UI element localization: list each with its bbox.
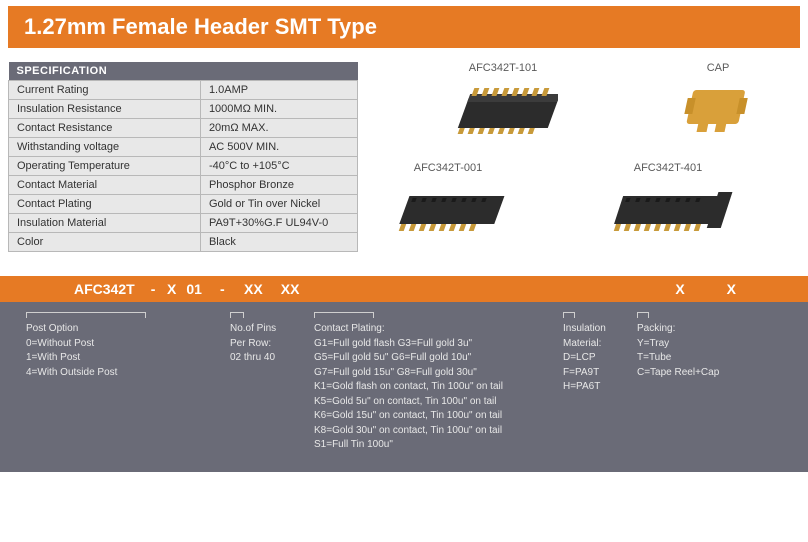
spec-val: -40°C to +105°C (200, 157, 357, 176)
product-cap: CAP (678, 62, 758, 138)
upper-section: SPECIFICATION Current Rating1.0AMP Insul… (0, 62, 808, 252)
spec-val: Gold or Tin over Nickel (200, 195, 357, 214)
code-x3: X (675, 281, 684, 297)
col-pins: No.of Pins Per Row: 02 thru 40 (230, 312, 300, 456)
col-title: Contact Plating: (314, 322, 549, 337)
spec-key: Contact Resistance (9, 119, 201, 138)
spec-key: Insulation Resistance (9, 100, 201, 119)
col-title: Packing: (637, 322, 737, 337)
col-line: C=Tape Reel+Cap (637, 366, 737, 381)
product-label: AFC342T-401 (603, 162, 733, 174)
product-label: CAP (678, 62, 758, 74)
col-line: Material: (563, 337, 623, 352)
spec-key: Current Rating (9, 81, 201, 100)
cap-icon (678, 78, 758, 138)
spec-val: 20mΩ MAX. (200, 119, 357, 138)
col-line: G7=Full gold 15u" G8=Full gold 30u" (314, 366, 549, 381)
spec-header: SPECIFICATION (9, 62, 358, 81)
spec-val: Black (200, 233, 357, 252)
col-plating: Contact Plating: G1=Full gold flash G3=F… (314, 312, 549, 456)
connector-icon (448, 78, 558, 138)
spec-val: 1000MΩ MIN. (200, 100, 357, 119)
code-num: 01 (186, 281, 202, 297)
connector-icon (388, 178, 508, 238)
col-line: K6=Gold 15u" on contact, Tin 100u" on ta… (314, 409, 549, 424)
code-xx2: XX (281, 281, 300, 297)
spec-key: Operating Temperature (9, 157, 201, 176)
col-line: 0=Without Post (26, 337, 156, 352)
product-101: AFC342T-101 (448, 62, 558, 138)
col-line: H=PA6T (563, 380, 623, 395)
col-line: S1=Full Tin 100u" (314, 438, 549, 453)
product-images: AFC342T-101 CAP (378, 62, 800, 252)
spec-val: AC 500V MIN. (200, 138, 357, 157)
product-401: AFC342T-401 (603, 162, 733, 238)
code-xx: - XX (220, 281, 263, 297)
product-001: AFC342T-001 (388, 162, 508, 238)
col-line: G1=Full gold flash G3=Full gold 3u" (314, 337, 549, 352)
col-title: Insulation (563, 322, 623, 337)
col-line: 02 thru 40 (230, 351, 300, 366)
code-x4: X (727, 281, 736, 297)
page-title: 1.27mm Female Header SMT Type (8, 6, 800, 48)
spec-key: Withstanding voltage (9, 138, 201, 157)
col-title: No.of Pins (230, 322, 300, 337)
spec-key: Contact Plating (9, 195, 201, 214)
col-line: K5=Gold 5u" on contact, Tin 100u" on tai… (314, 395, 549, 410)
spec-key: Color (9, 233, 201, 252)
connector-icon (603, 178, 733, 238)
col-line: Per Row: (230, 337, 300, 352)
spec-val: Phosphor Bronze (200, 176, 357, 195)
code-details: Post Option 0=Without Post 1=With Post 4… (0, 302, 808, 472)
spec-key: Insulation Material (9, 214, 201, 233)
product-label: AFC342T-001 (388, 162, 508, 174)
col-line: 4=With Outside Post (26, 366, 156, 381)
col-line: G5=Full gold 5u" G6=Full gold 10u" (314, 351, 549, 366)
col-title: Post Option (26, 322, 156, 337)
code-bar: AFC342T - X 01 - XX XX X X (0, 276, 808, 302)
ordering-code-section: AFC342T - X 01 - XX XX X X Post Option 0… (0, 276, 808, 472)
col-packing: Packing: Y=Tray T=Tube C=Tape Reel+Cap (637, 312, 737, 456)
spec-val: PA9T+30%G.F UL94V-0 (200, 214, 357, 233)
col-line: T=Tube (637, 351, 737, 366)
col-line: K8=Gold 30u" on contact, Tin 100u" on ta… (314, 424, 549, 439)
col-line: K1=Gold flash on contact, Tin 100u" on t… (314, 380, 549, 395)
col-line: F=PA9T (563, 366, 623, 381)
spec-key: Contact Material (9, 176, 201, 195)
code-base: AFC342T (74, 281, 135, 297)
code-x: - X (151, 281, 177, 297)
spec-table: SPECIFICATION Current Rating1.0AMP Insul… (8, 62, 358, 252)
product-label: AFC342T-101 (448, 62, 558, 74)
col-insulation: Insulation Material: D=LCP F=PA9T H=PA6T (563, 312, 623, 456)
col-line: 1=With Post (26, 351, 156, 366)
col-line: Y=Tray (637, 337, 737, 352)
spec-val: 1.0AMP (200, 81, 357, 100)
col-post: Post Option 0=Without Post 1=With Post 4… (26, 312, 156, 456)
col-line: D=LCP (563, 351, 623, 366)
